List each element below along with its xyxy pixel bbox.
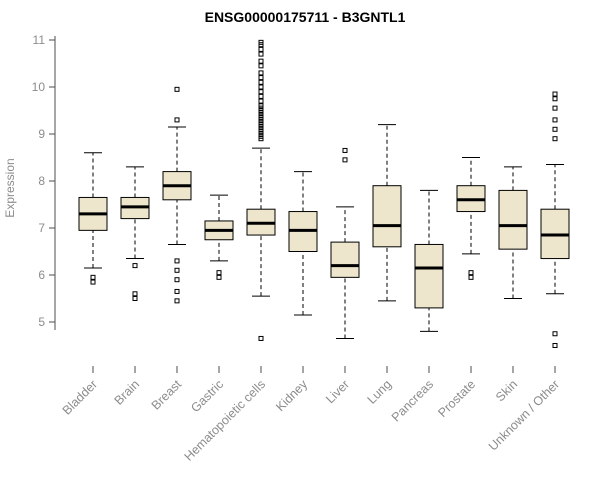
outlier-point bbox=[258, 84, 264, 90]
outlier-point bbox=[552, 343, 558, 348]
outlier-point bbox=[258, 46, 264, 52]
outlier-point bbox=[174, 258, 180, 264]
category-label: Liver bbox=[323, 377, 352, 406]
outlier-point bbox=[468, 274, 474, 280]
outlier-point bbox=[258, 51, 264, 57]
category-label: Brain bbox=[112, 377, 143, 408]
category-label: Kidney bbox=[273, 377, 310, 414]
category-label: Hematopoietic cells bbox=[182, 377, 269, 464]
iqr-box bbox=[414, 243, 444, 309]
outlier-point bbox=[258, 75, 264, 81]
outlier-point bbox=[468, 270, 474, 276]
category-label: Bladder bbox=[60, 377, 100, 417]
outlier-point bbox=[174, 298, 180, 304]
category-label: Gastric bbox=[188, 377, 226, 415]
y-axis-tick-label: 7 bbox=[38, 221, 45, 235]
iqr-box bbox=[372, 185, 402, 248]
outlier-point bbox=[174, 267, 180, 273]
outlier-point bbox=[258, 89, 264, 95]
outlier-point bbox=[216, 274, 222, 280]
outlier-point bbox=[552, 105, 558, 111]
outlier-point bbox=[174, 277, 180, 283]
category-label: Pancreas bbox=[389, 377, 436, 424]
outlier-point bbox=[258, 93, 264, 99]
outlier-point bbox=[258, 136, 264, 142]
outlier-point bbox=[132, 296, 138, 301]
category-label: Breast bbox=[149, 377, 185, 413]
iqr-box bbox=[330, 241, 360, 278]
outlier-point bbox=[258, 79, 264, 85]
plot-area: 5 6 7 8 9 10 11 Bladder Brain Breast GastricHemato… bbox=[32, 33, 570, 464]
outlier-point bbox=[552, 126, 558, 132]
outlier-point bbox=[552, 136, 558, 142]
category-label: Prostate bbox=[435, 377, 478, 420]
y-axis-label: Expression bbox=[3, 158, 17, 217]
outlier-point bbox=[90, 274, 96, 280]
y-axis-tick-label: 11 bbox=[33, 33, 46, 47]
outlier-point bbox=[258, 98, 264, 104]
outlier-point bbox=[342, 147, 348, 153]
y-axis-tick-label: 10 bbox=[32, 80, 46, 94]
outlier-point bbox=[258, 70, 264, 76]
chart-title: ENSG00000175711 - B3GNTL1 bbox=[205, 9, 406, 25]
outlier-point bbox=[174, 86, 180, 92]
outlier-point bbox=[552, 331, 558, 337]
outlier-point bbox=[342, 157, 348, 163]
outlier-point bbox=[258, 42, 264, 48]
outlier-point bbox=[174, 117, 180, 123]
outlier-point bbox=[132, 263, 138, 269]
y-axis-tick-label: 5 bbox=[38, 315, 45, 329]
outlier-point bbox=[174, 288, 180, 294]
outlier-point bbox=[552, 91, 558, 97]
category-label: Skin bbox=[493, 377, 520, 404]
outlier-point bbox=[552, 117, 558, 123]
outlier-point bbox=[90, 279, 96, 285]
outlier-point bbox=[216, 270, 222, 276]
category-label: Unknown / Other bbox=[486, 377, 562, 453]
outlier-point bbox=[132, 291, 138, 297]
category-label: Lung bbox=[365, 377, 395, 407]
y-axis-tick-label: 9 bbox=[38, 127, 45, 141]
iqr-box bbox=[498, 189, 528, 250]
y-axis-tick-label: 6 bbox=[38, 268, 45, 282]
y-axis-tick-label: 8 bbox=[38, 174, 45, 188]
outlier-point bbox=[552, 96, 558, 102]
outlier-point bbox=[258, 58, 264, 64]
outlier-point bbox=[258, 63, 264, 69]
outlier-point bbox=[258, 335, 264, 341]
